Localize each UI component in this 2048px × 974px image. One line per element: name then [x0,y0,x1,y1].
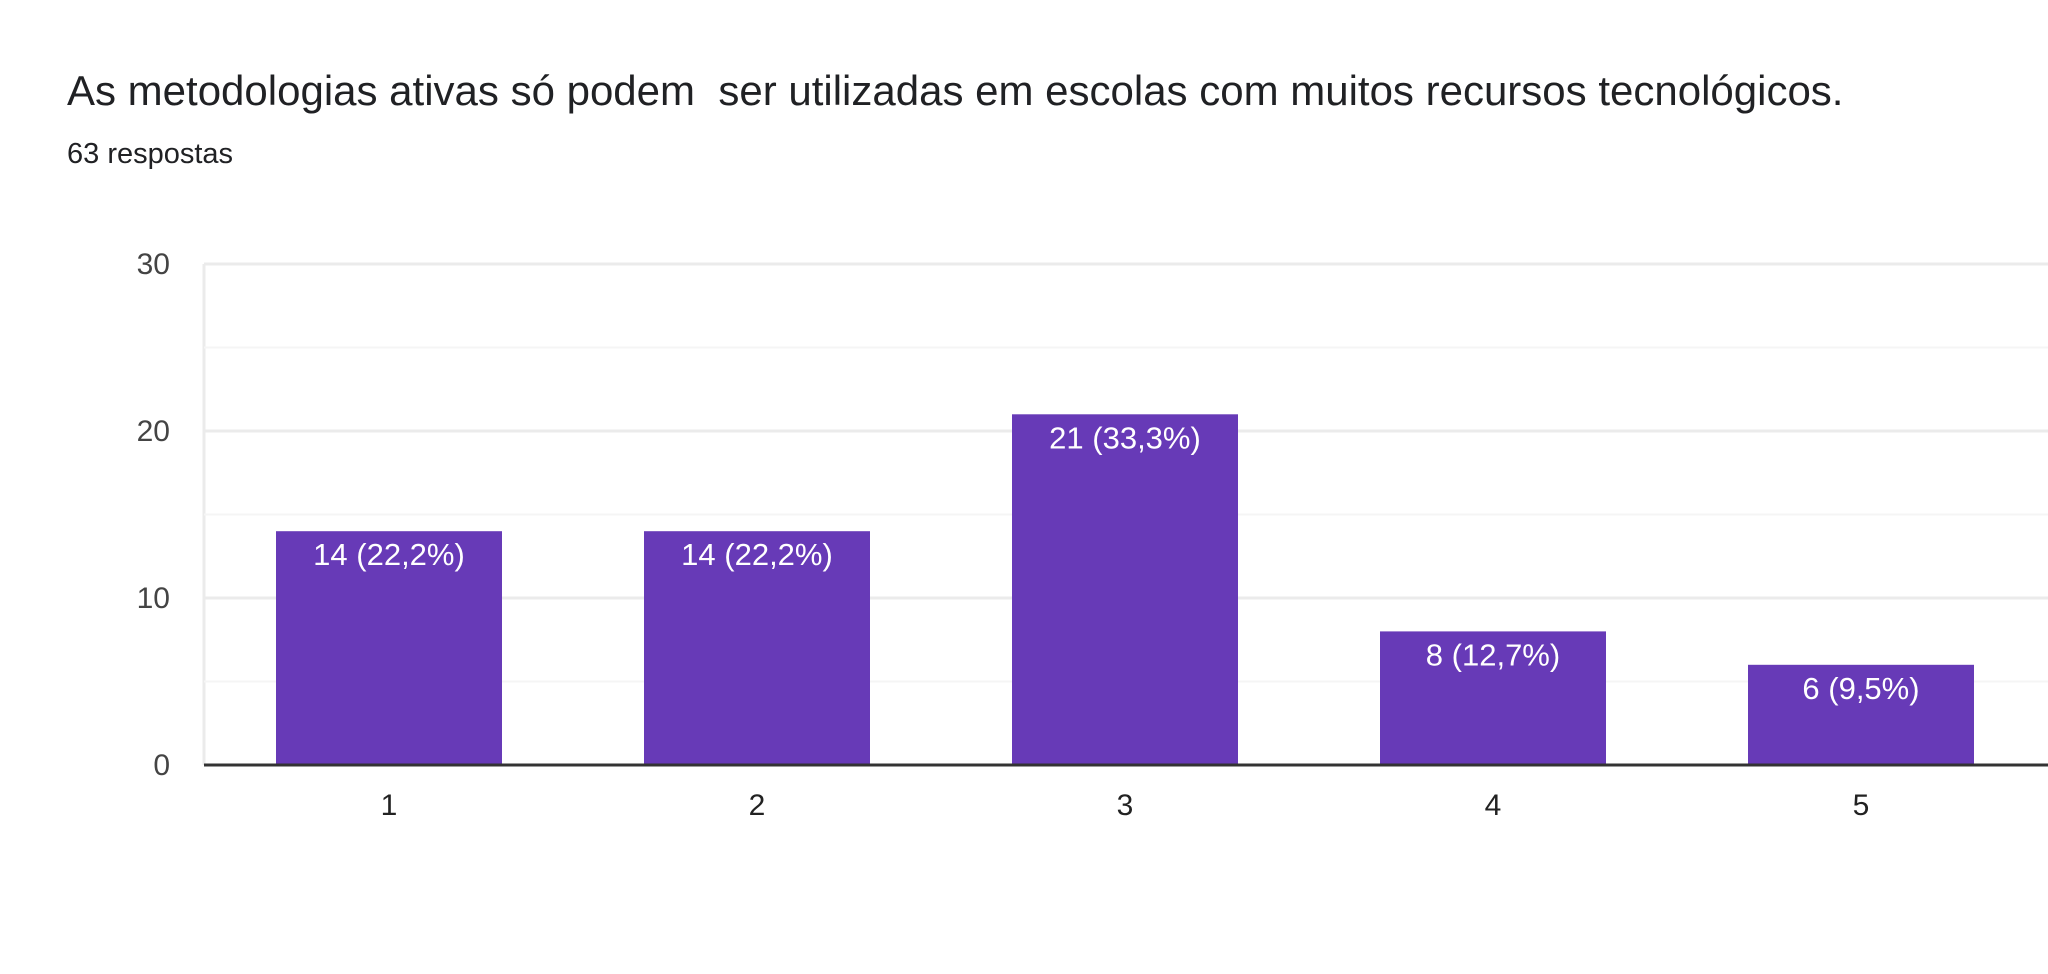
y-tick-label: 0 [153,749,170,782]
y-axis-ticks: 0 10 20 30 [137,248,170,782]
y-tick-label: 20 [137,415,170,448]
bar-data-label: 6 (9,5%) [1802,671,1919,706]
x-tick-label: 1 [381,789,398,822]
bar [1380,631,1606,765]
bar [1012,414,1238,765]
x-tick-label: 5 [1853,789,1870,822]
y-tick-label: 10 [137,582,170,615]
x-axis-ticks: 1 2 3 4 5 [381,789,1870,822]
bar [644,531,870,765]
chart-title: As metodologias ativas só podem ser util… [67,67,1844,114]
x-tick-label: 3 [1117,789,1134,822]
bars: 14 (22,2%) 14 (22,2%) 21 (33,3%) 8 (12,7%) 6… [276,414,1974,765]
x-tick-label: 4 [1485,789,1502,822]
bar-data-label: 21 (33,3%) [1049,420,1201,455]
bar-data-label: 14 (22,2%) [681,537,833,572]
bar [1748,664,1974,765]
bar-data-label: 8 (12,7%) [1426,637,1560,672]
x-tick-label: 2 [749,789,766,822]
bar [276,531,502,765]
bar-data-label: 14 (22,2%) [313,537,465,572]
y-tick-label: 30 [137,248,170,281]
response-count: 63 respostas [67,138,234,170]
